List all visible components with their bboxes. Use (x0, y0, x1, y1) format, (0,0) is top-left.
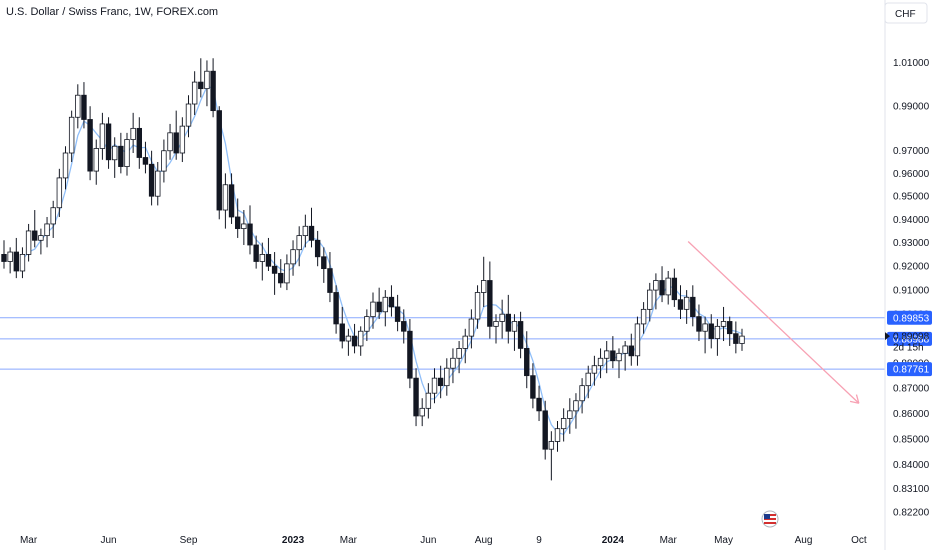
y-tick-label: 0.97000 (893, 146, 930, 157)
y-tick-label: 0.83100 (893, 484, 930, 495)
y-tick-label: 0.86000 (893, 409, 930, 420)
x-tick-label: 2023 (282, 535, 305, 546)
y-tick-label: 0.87000 (893, 384, 930, 395)
flag-icon[interactable] (762, 511, 778, 527)
x-tick-label: Mar (660, 535, 678, 546)
x-tick-label: May (714, 535, 733, 546)
y-tick-label: 0.93000 (893, 238, 930, 249)
level-price-label: 0.87761 (893, 365, 930, 376)
y-tick-label: 0.96000 (893, 169, 930, 180)
x-tick-label: Jun (420, 535, 436, 546)
chart-title: U.S. Dollar / Swiss Franc, 1W, FOREX.com (6, 6, 218, 18)
y-tick-label: 1.01000 (893, 58, 930, 69)
x-tick-label: 2024 (602, 535, 625, 546)
y-tick-label: 0.85000 (893, 434, 930, 445)
x-tick-label: 9 (536, 535, 542, 546)
x-tick-label: Mar (20, 535, 38, 546)
current-price-label: 0.89098 (893, 332, 930, 343)
y-tick-label: 0.94000 (893, 215, 930, 226)
y-tick-label: 0.84000 (893, 460, 930, 471)
x-tick-label: Mar (340, 535, 358, 546)
y-tick-label: 0.95000 (893, 192, 930, 203)
countdown-label: 2d 15h (893, 343, 924, 354)
level-price-label: 0.89853 (893, 313, 930, 324)
x-tick-label: Jun (100, 535, 116, 546)
y-tick-label: 0.91000 (893, 286, 930, 297)
candle[interactable] (217, 106, 222, 219)
currency-label[interactable]: CHF (895, 9, 916, 20)
x-tick-label: Sep (180, 535, 198, 546)
x-tick-label: Oct (851, 535, 867, 546)
x-tick-label: Aug (795, 535, 813, 546)
y-tick-label: 0.92000 (893, 262, 930, 273)
y-tick-label: 0.82200 (893, 508, 930, 519)
x-tick-label: Aug (475, 535, 493, 546)
y-tick-label: 0.99000 (893, 102, 930, 113)
